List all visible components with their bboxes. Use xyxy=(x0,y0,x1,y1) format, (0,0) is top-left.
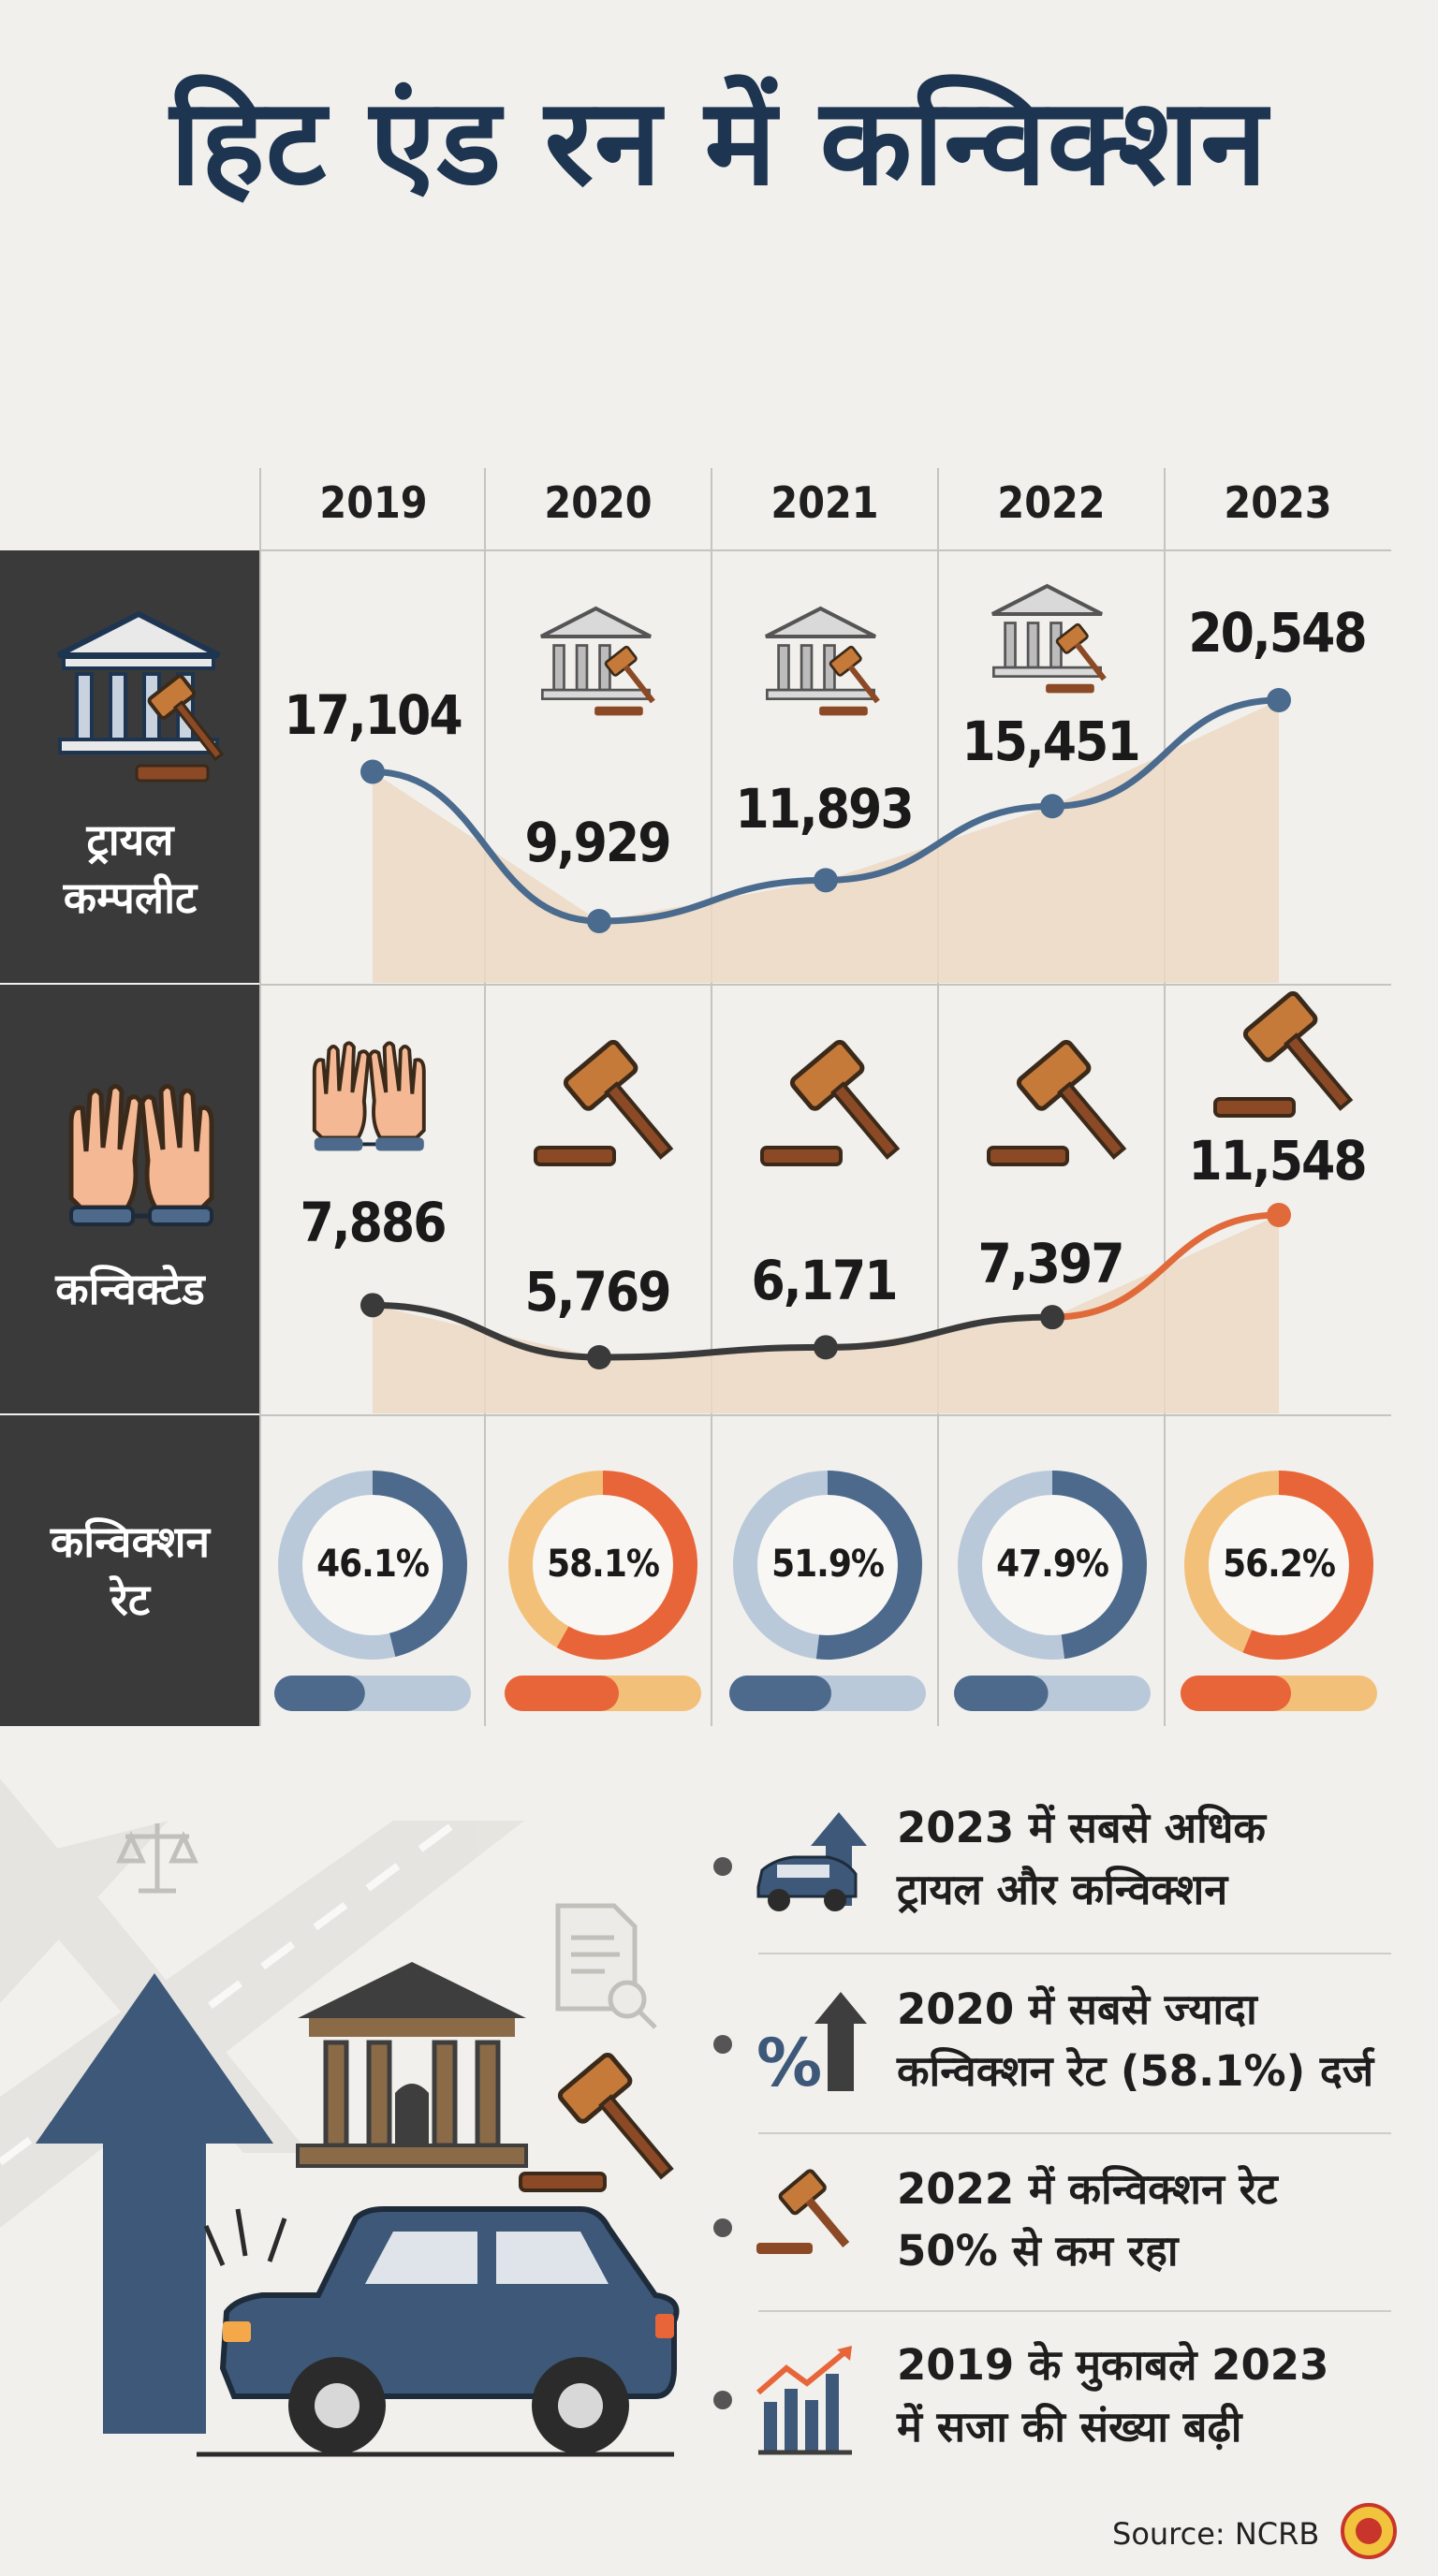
rate-pill-fill xyxy=(505,1676,620,1711)
fact-item: 2020 में सबसे ज्यादा कन्विक्शन रेट (58.1… xyxy=(897,1979,1421,2102)
fact-item: 2019 के मुकाबले 2023 में सजा की संख्या ब… xyxy=(897,2334,1421,2458)
fact-item: 2023 में सबसे अधिक ट्रायल और कन्विक्शन xyxy=(897,1797,1421,1921)
gavel-icon xyxy=(987,1039,1127,1166)
convicted-point xyxy=(1267,1203,1291,1227)
fact-item: 2022 में कन्विक्शन रेट 50% से कम रहा xyxy=(897,2159,1421,2282)
gavel-icon xyxy=(756,2169,850,2254)
page-title: हिट एंड रन में कन्विक्शन xyxy=(169,73,1269,212)
rate-label: 58.1% xyxy=(547,1543,660,1586)
percent-up-arrow-icon: % xyxy=(756,1992,867,2101)
scales-of-justice-icon xyxy=(116,1823,198,1894)
car-icon xyxy=(197,2206,680,2457)
year-header: 2020 xyxy=(544,477,653,528)
year-header: 2022 xyxy=(997,477,1106,528)
courthouse-gavel-icon xyxy=(765,606,880,716)
trial-point xyxy=(814,868,838,893)
fact-line: में सजा की संख्या बढ़ी xyxy=(897,2402,1242,2452)
fact-line: ट्रायल और कन्विक्शन xyxy=(897,1865,1228,1914)
year-header: 2023 xyxy=(1224,477,1332,528)
courthouse-gavel-icon xyxy=(56,610,225,783)
courthouse-gavel-icon xyxy=(540,606,655,716)
courthouse-gavel-icon xyxy=(991,583,1107,694)
fact-line: 2023 में सबसे अधिक xyxy=(897,1803,1266,1852)
car-up-arrow-icon xyxy=(756,1812,867,1911)
trial-point xyxy=(360,759,385,784)
convicted-value-label: 7,886 xyxy=(300,1191,447,1254)
fact-bullet xyxy=(713,2391,732,2409)
rate-pill-fill xyxy=(274,1676,365,1711)
convicted-point xyxy=(360,1293,385,1318)
fact-line: कन्विक्शन रेट (58.1%) दर्ज xyxy=(897,2046,1374,2096)
convicted-series-line xyxy=(372,1301,1053,1361)
row-label-line: रेट xyxy=(110,1574,150,1625)
trial-area xyxy=(373,700,1279,983)
fact-line: 2022 में कन्विक्शन रेट xyxy=(897,2164,1278,2214)
row-label-rate: कन्विक्शन रेट xyxy=(0,1513,260,1629)
year-header: 2019 xyxy=(319,477,428,528)
rate-pill-fill xyxy=(954,1676,1049,1711)
fact-line: 2020 में सबसे ज्यादा xyxy=(897,1984,1257,2034)
convicted-value-label: 7,397 xyxy=(977,1232,1124,1295)
trial-value-label: 15,451 xyxy=(961,710,1140,773)
courthouse-icon xyxy=(296,1962,528,2168)
rate-ring-arc xyxy=(1184,1471,1373,1660)
fact-line: 50% से कम रहा xyxy=(897,2226,1179,2276)
rate-ring-arc xyxy=(508,1471,697,1660)
row-label-line: कम्पलीट xyxy=(63,872,198,923)
handcuffed-hands-icon xyxy=(68,1084,214,1226)
rate-ring-arc xyxy=(958,1471,1147,1660)
trial-point xyxy=(1040,794,1064,819)
emblem-icon xyxy=(1341,2503,1397,2559)
convicted-value-label: 6,171 xyxy=(751,1249,898,1312)
gavel-icon xyxy=(534,1039,674,1166)
document-check-icon xyxy=(555,1903,657,2029)
year-header: 2021 xyxy=(770,477,879,528)
table-grid xyxy=(259,468,1391,1726)
fact-divider xyxy=(758,1953,1391,1954)
trial-point xyxy=(587,909,611,933)
rate-label: 47.9% xyxy=(996,1543,1109,1586)
trial-value-label: 20,548 xyxy=(1188,601,1367,665)
trial-value-label: 17,104 xyxy=(284,683,462,747)
trial-value-label: 9,929 xyxy=(524,811,671,874)
handcuffed-hands-icon xyxy=(312,1041,426,1151)
rate-pill-fill xyxy=(1181,1676,1292,1711)
row-label-line: कन्विक्शन xyxy=(50,1516,211,1567)
fact-divider xyxy=(758,2132,1391,2134)
svg-text:%: % xyxy=(756,2025,822,2101)
convicted-series-line-highlight xyxy=(1051,1211,1280,1321)
rate-label: 56.2% xyxy=(1223,1543,1336,1586)
rate-ring-arc xyxy=(278,1471,467,1660)
gavel-icon xyxy=(519,2052,674,2192)
rate-label: 46.1% xyxy=(316,1543,430,1586)
rate-row-panel xyxy=(0,1415,260,1726)
convicted-value-label: 11,548 xyxy=(1188,1129,1367,1193)
fact-bullet xyxy=(713,2035,732,2054)
row-label-convicted: कन्विक्टेड xyxy=(55,1264,205,1314)
row-label-line: ट्रायल xyxy=(86,814,174,865)
rate-ring-arc xyxy=(733,1471,922,1660)
trial-point xyxy=(1267,688,1291,712)
source-credit: Source: NCRB xyxy=(1112,2516,1320,2552)
row-label-trials: ट्रायल कम्पलीट xyxy=(0,811,260,927)
big-up-arrow-icon xyxy=(36,1973,273,2434)
convicted-point xyxy=(814,1335,838,1360)
gavel-icon xyxy=(1213,990,1354,1118)
convicted-value-label: 5,769 xyxy=(524,1260,671,1324)
rising-bar-chart-icon xyxy=(756,2346,852,2455)
rate-label: 51.9% xyxy=(771,1543,885,1586)
rate-pill-fill xyxy=(729,1676,831,1711)
trial-value-label: 11,893 xyxy=(735,777,914,841)
fact-bullet xyxy=(713,1857,732,1876)
convicted-point xyxy=(587,1345,611,1369)
convicted-point xyxy=(1040,1305,1064,1330)
fact-line: 2019 के मुकाबले 2023 xyxy=(897,2340,1329,2390)
gavel-icon xyxy=(760,1039,901,1166)
fact-bullet xyxy=(713,2218,732,2237)
fact-divider xyxy=(758,2310,1391,2312)
